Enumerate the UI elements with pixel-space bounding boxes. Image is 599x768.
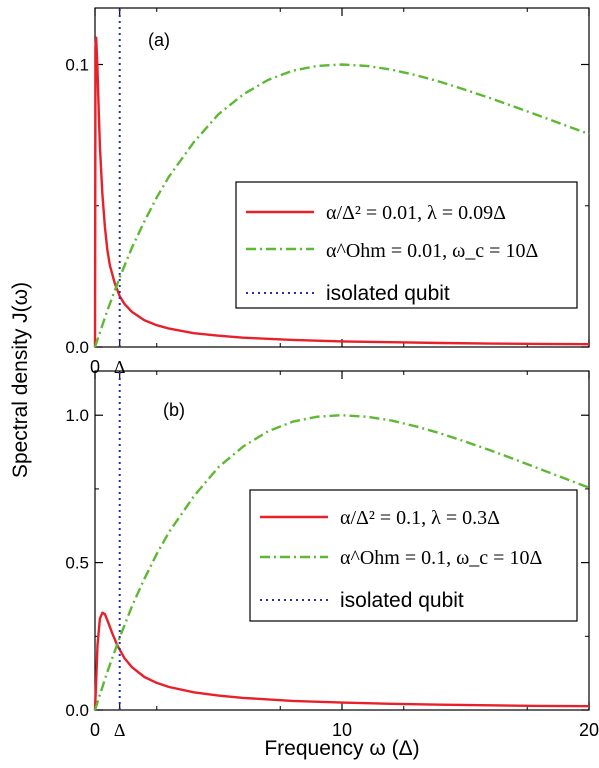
legend-entry-red: α/Δ² = 0.1, λ = 0.3Δ [340,507,500,529]
x-tick-label-1: Δ [114,720,126,740]
curves [93,371,590,711]
legend-entry-blue: isolated qubit [326,282,450,305]
x-tick-label-2: 10 [332,720,352,740]
legend-entry-blue: isolated qubit [340,589,464,612]
x-axis-label: Frequency ω (Δ) [264,737,419,760]
y-tick-label-0: 0.0 [65,338,89,357]
panel-b: 0 Δ 10 20 0.0 0.5 1.0 (b) α/Δ² = 0.1, λ = 0.3Δ… [65,370,599,740]
legend: α/Δ² = 0.1, λ = 0.3Δ α^Ohm = 0.1, ω_c = … [249,489,578,622]
y-tick-label-1: 0.1 [65,56,89,75]
legend-box [249,489,578,622]
legend-entry-red: α/Δ² = 0.01, λ = 0.09Δ [326,202,506,224]
y-tick-label-0: 0.0 [65,701,89,720]
panel-a: 0 Δ 0.0 0.1 (a) α/Δ² = 0.01, λ = 0.09Δ α^Oh… [65,7,590,377]
ticks: 0 Δ 0.0 0.1 [65,8,590,377]
panel-label: (b) [163,400,185,420]
y-tick-label-2: 1.0 [65,406,89,425]
legend-entry-green: α^Ohm = 0.01, ω_c = 10Δ [326,240,538,262]
y-tick-label-1: 0.5 [65,554,89,573]
x-tick-label-0: 0 [90,357,100,377]
x-tick-label-0: 0 [90,720,100,740]
y-axis-label: Spectral density J(ω) [9,282,32,478]
x-tick-label-3: 20 [579,720,599,740]
series-line-red [93,611,590,711]
x-tick-label-1: Δ [114,357,126,377]
legend-box [235,181,578,309]
series-line-red [93,36,590,348]
panel-label: (a) [148,30,170,50]
legend-entry-green: α^Ohm = 0.1, ω_c = 10Δ [340,547,542,569]
series-line-green [93,414,590,711]
series-line-green [93,63,590,348]
legend: α/Δ² = 0.01, λ = 0.09Δ α^Ohm = 0.01, ω_c… [235,181,578,309]
curves [93,8,590,348]
